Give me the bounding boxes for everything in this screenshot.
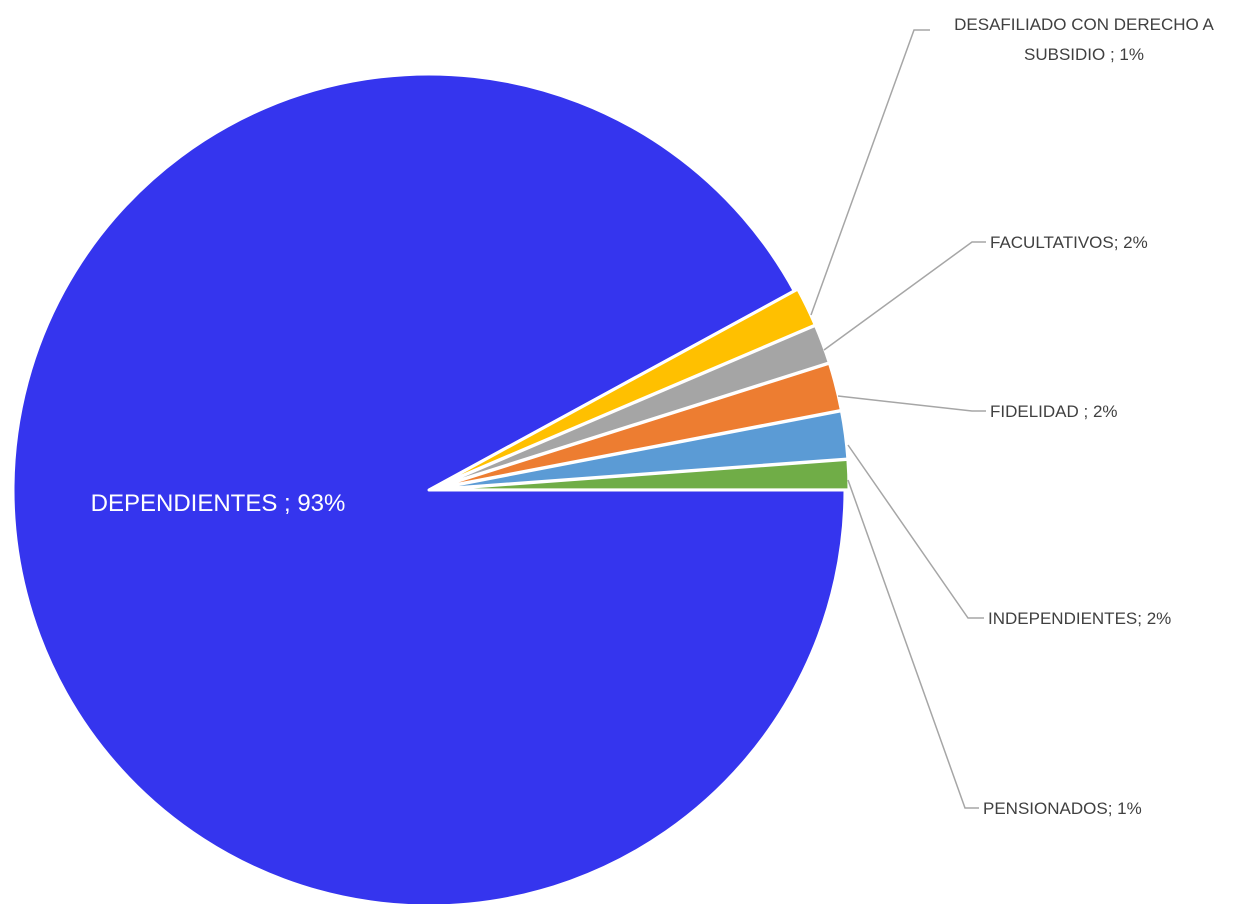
label-fidelidad: FIDELIDAD ; 2% (990, 402, 1118, 421)
slice-pensionados[interactable] (431, 457, 851, 492)
label-desafiliado-line2: SUBSIDIO ; 1% (1024, 45, 1144, 64)
leader-line-independientes (847, 444, 984, 619)
leader-line-desafiliado (810, 29, 930, 316)
slice-dependientes[interactable] (11, 72, 847, 904)
label-pensionados: PENSIONADOS; 1% (983, 799, 1142, 818)
label-dependientes: DEPENDIENTES ; 93% (91, 490, 346, 517)
label-facultativos: FACULTATIVOS; 2% (990, 233, 1148, 252)
leader-line-facultativos (823, 241, 986, 351)
leader-line-fidelidad (837, 395, 986, 412)
label-desafiliado-line1: DESAFILIADO CON DERECHO A (954, 15, 1214, 34)
leader-line-pensionados (847, 479, 979, 809)
label-independientes: INDEPENDIENTES; 2% (988, 609, 1171, 628)
